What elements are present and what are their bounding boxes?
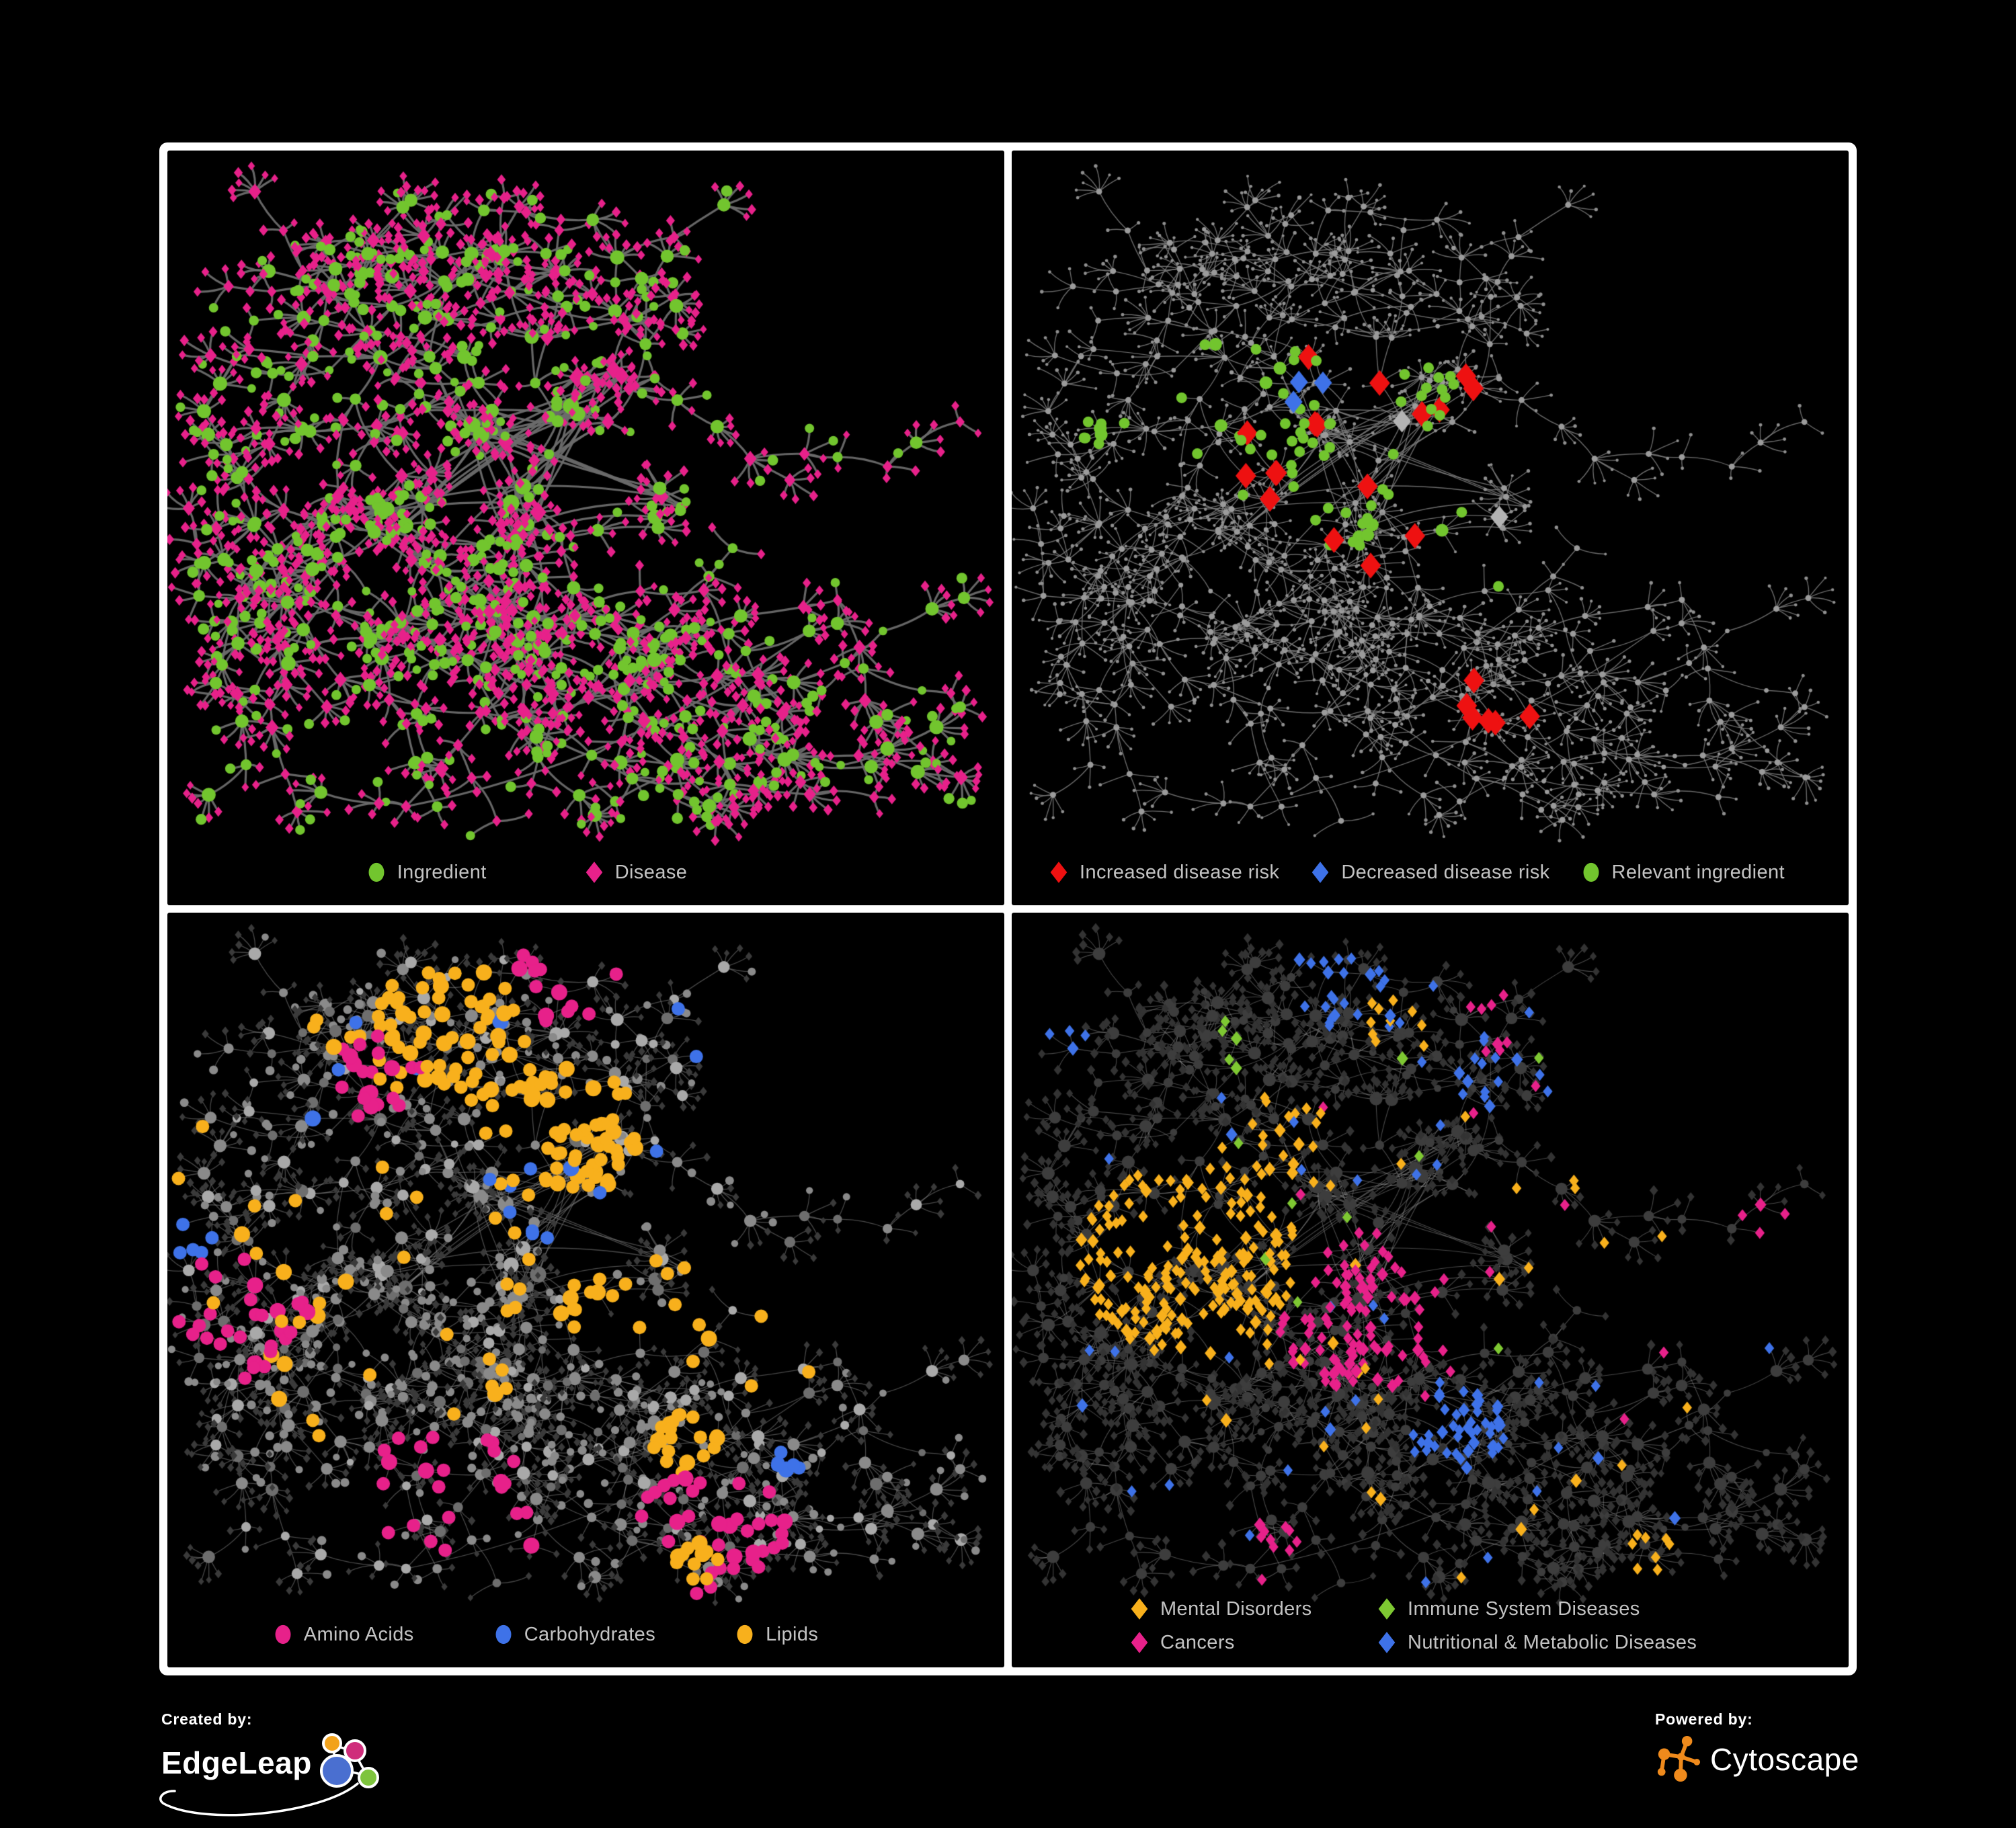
- cytoscape-logo-icon: [1657, 1736, 1701, 1782]
- legend-item-immune-diseases: Immune System Diseases: [1377, 1596, 1697, 1622]
- legend-item-ingredient: Ingredient: [366, 860, 487, 885]
- legend-item-disease: Disease: [584, 860, 688, 885]
- legend-item-amino-acids: Amino Acids: [273, 1622, 414, 1647]
- lipids-swatch-icon: [735, 1622, 755, 1647]
- increased-risk-swatch-icon: [1049, 860, 1069, 885]
- relevant-ingredient-swatch-icon: [1581, 860, 1601, 885]
- legend-label: Mental Disorders: [1160, 1597, 1312, 1620]
- edgeleap-logo-icon: [319, 1733, 379, 1788]
- cancers-swatch-icon: [1129, 1630, 1150, 1655]
- legend-nutrient-classes: Amino Acids Carbohydrates Lipids: [167, 1622, 964, 1647]
- legend-label: Nutritional & Metabolic Diseases: [1408, 1631, 1697, 1653]
- disease-swatch-icon: [584, 860, 604, 885]
- panel-grid: Ingredient Disease Increased disease ris…: [159, 142, 1857, 1675]
- panel-ingredient-disease: Ingredient Disease: [167, 151, 1004, 905]
- network-canvas-nutrient-classes: [167, 913, 1004, 1667]
- decreased-risk-swatch-icon: [1310, 860, 1330, 885]
- edgeleap-logo-text: EdgeLeap: [161, 1745, 312, 1780]
- legend-label: Amino Acids: [303, 1623, 414, 1645]
- legend-label: Relevant ingredient: [1611, 861, 1785, 883]
- nutritional-metabolic-swatch-icon: [1377, 1630, 1397, 1655]
- amino-acids-swatch-icon: [273, 1622, 293, 1647]
- panel-nutrient-classes: Amino Acids Carbohydrates Lipids: [167, 913, 1004, 1667]
- legend-item-relevant-ingredient: Relevant ingredient: [1581, 860, 1785, 885]
- legend-ingredient-disease: Ingredient Disease: [167, 860, 945, 885]
- panel-disease-risk: Increased disease risk Decreased disease…: [1012, 151, 1849, 905]
- legend-disease-classes: Mental Disorders Immune System Diseases …: [1129, 1596, 1697, 1655]
- mental-disorders-swatch-icon: [1129, 1596, 1150, 1622]
- created-by-block: Created by: EdgeLeap: [159, 1710, 390, 1818]
- network-canvas-disease-risk: [1012, 151, 1849, 905]
- legend-item-carbohydrates: Carbohydrates: [493, 1622, 655, 1647]
- carbohydrates-swatch-icon: [493, 1622, 514, 1647]
- legend-label: Ingredient: [397, 861, 487, 883]
- legend-label: Immune System Diseases: [1408, 1597, 1640, 1620]
- legend-label: Carbohydrates: [524, 1623, 656, 1645]
- legend-label: Increased disease risk: [1079, 861, 1280, 883]
- legend-item-decreased-risk: Decreased disease risk: [1310, 860, 1549, 885]
- legend-item-cancers: Cancers: [1129, 1630, 1377, 1655]
- legend-disease-risk: Increased disease risk Decreased disease…: [1012, 860, 1835, 885]
- ingredient-swatch-icon: [366, 860, 387, 885]
- cytoscape-logo-text: Cytoscape: [1710, 1742, 1859, 1777]
- network-canvas-ingredient-disease: [167, 151, 1004, 905]
- network-canvas-disease-classes: [1012, 913, 1849, 1667]
- created-by-label: Created by:: [161, 1710, 253, 1728]
- panel-disease-classes: Mental Disorders Immune System Diseases …: [1012, 913, 1849, 1667]
- legend-item-lipids: Lipids: [735, 1622, 818, 1647]
- powered-by-label: Powered by:: [1655, 1710, 1753, 1728]
- legend-label: Cancers: [1160, 1631, 1235, 1653]
- legend-label: Decreased disease risk: [1341, 861, 1550, 883]
- legend-label: Lipids: [766, 1623, 819, 1645]
- powered-by-block: Powered by:: [1655, 1710, 1859, 1818]
- legend-label: Disease: [614, 861, 688, 883]
- legend-item-increased-risk: Increased disease risk: [1049, 860, 1279, 885]
- immune-diseases-swatch-icon: [1377, 1596, 1397, 1622]
- legend-item-mental-disorders: Mental Disorders: [1129, 1596, 1377, 1622]
- legend-item-nutritional-metabolic: Nutritional & Metabolic Diseases: [1377, 1630, 1697, 1655]
